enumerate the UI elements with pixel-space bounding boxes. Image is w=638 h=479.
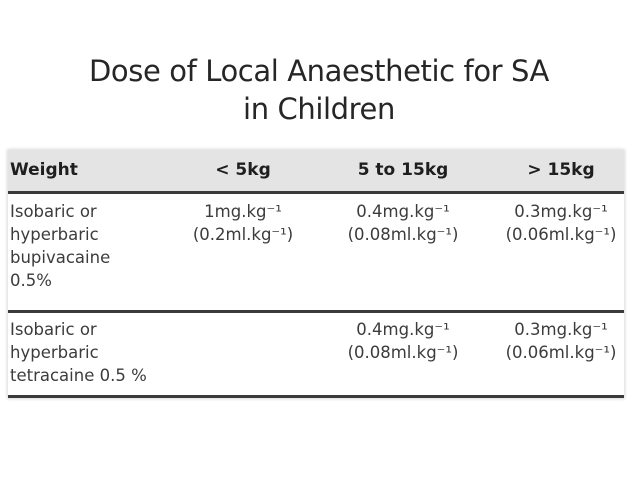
title-line-2: in Children (243, 92, 395, 126)
drug-line: hyperbaric (10, 343, 99, 362)
dose-ml: (0.2ml.kg⁻¹) (192, 225, 294, 244)
drug-line: Isobaric or (10, 320, 97, 339)
drug-name-tetracaine: Isobaric or hyperbaric tetracaine 0.5 % (10, 318, 170, 387)
dose-mg: 0.3mg.kg⁻¹ (514, 202, 608, 221)
table-header-row (8, 150, 624, 191)
slide-title: Dose of Local Anaesthetic for SA in Chil… (0, 52, 638, 128)
drug-name-bupivacaine: Isobaric or hyperbaric bupivacaine 0.5% (10, 200, 170, 292)
drug-line: bupivacaine (10, 248, 111, 267)
drug-line: Isobaric or (10, 202, 97, 221)
dose-bupivacaine-5-to-15kg: 0.4mg.kg⁻¹ (0.08ml.kg⁻¹) (328, 200, 478, 246)
header-5-to-15kg: 5 to 15kg (357, 160, 449, 180)
dose-mg: 1mg.kg⁻¹ (204, 202, 282, 221)
dose-ml: (0.08ml.kg⁻¹) (347, 343, 459, 362)
table-bottom-rule (8, 395, 624, 398)
dose-ml: (0.08ml.kg⁻¹) (347, 225, 459, 244)
drug-line: tetracaine 0.5 % (10, 366, 147, 385)
dose-mg: 0.4mg.kg⁻¹ (356, 320, 450, 339)
dose-bupivacaine-over-15kg: 0.3mg.kg⁻¹ (0.06ml.kg⁻¹) (498, 200, 624, 246)
title-line-1: Dose of Local Anaesthetic for SA (89, 54, 549, 88)
header-weight: Weight (10, 160, 78, 180)
dose-mg: 0.3mg.kg⁻¹ (514, 320, 608, 339)
dose-ml: (0.06ml.kg⁻¹) (505, 225, 617, 244)
row-divider (8, 310, 624, 313)
dose-mg: 0.4mg.kg⁻¹ (356, 202, 450, 221)
drug-line: 0.5% (10, 271, 52, 290)
header-over-15kg: > 15kg (527, 160, 595, 180)
dose-ml: (0.06ml.kg⁻¹) (505, 343, 617, 362)
dose-tetracaine-over-15kg: 0.3mg.kg⁻¹ (0.06ml.kg⁻¹) (498, 318, 624, 364)
dose-tetracaine-5-to-15kg: 0.4mg.kg⁻¹ (0.08ml.kg⁻¹) (328, 318, 478, 364)
header-under-5kg: < 5kg (215, 160, 271, 180)
dose-table: Weight < 5kg 5 to 15kg > 15kg Isobaric o… (8, 150, 624, 398)
header-divider (8, 191, 624, 194)
drug-line: hyperbaric (10, 225, 99, 244)
dose-bupivacaine-under-5kg: 1mg.kg⁻¹ (0.2ml.kg⁻¹) (168, 200, 318, 246)
